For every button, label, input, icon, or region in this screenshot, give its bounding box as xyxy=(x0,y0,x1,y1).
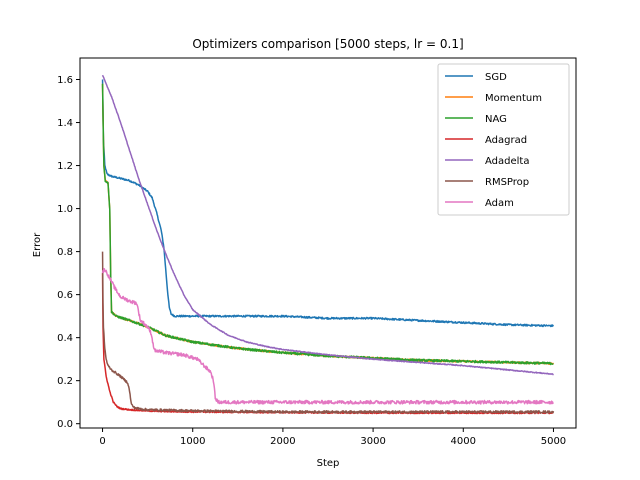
legend-label-adagrad: Adagrad xyxy=(485,135,527,146)
y-tick-label: 1.2 xyxy=(57,161,73,172)
x-tick-label: 4000 xyxy=(451,436,476,447)
y-tick-label: 1.0 xyxy=(57,204,73,215)
legend-label-adadelta: Adadelta xyxy=(485,156,529,167)
y-axis-ticks: 0.0 0.2 0.4 0.6 0.8 1.0 1.2 1.4 1.6 xyxy=(57,75,80,430)
legend-box xyxy=(437,63,570,216)
x-axis-label: Step xyxy=(317,458,340,469)
y-tick-label: 0.6 xyxy=(57,290,73,301)
legend-label-sgd: SGD xyxy=(485,72,507,83)
legend: SGD Momentum NAG Adagrad Adadelta RMSProp Adam xyxy=(437,63,570,216)
series-line-rmsprop xyxy=(101,251,555,414)
x-tick-label: 1000 xyxy=(180,436,205,447)
series-line-adadelta xyxy=(101,74,554,376)
x-tick-label: 2000 xyxy=(270,436,295,447)
series-lines xyxy=(101,74,555,415)
x-tick-label: 0 xyxy=(99,436,105,447)
y-tick-label: 0.8 xyxy=(57,247,73,258)
series-line-adam xyxy=(101,267,554,405)
y-tick-label: 0.0 xyxy=(57,419,73,430)
chart-title: Optimizers comparison [5000 steps, lr = … xyxy=(192,37,463,51)
series-line-sgd xyxy=(101,79,555,328)
y-axis-label: Error xyxy=(32,232,43,257)
legend-label-adam: Adam xyxy=(485,198,514,209)
x-axis-ticks: 0 1000 2000 3000 4000 5000 xyxy=(99,428,566,447)
legend-label-rmsprop: RMSProp xyxy=(485,177,529,188)
y-tick-label: 1.6 xyxy=(57,75,73,86)
series-line-nag xyxy=(101,83,554,366)
y-tick-label: 1.4 xyxy=(57,118,73,129)
legend-label-momentum: Momentum xyxy=(485,93,542,104)
y-tick-label: 0.4 xyxy=(57,333,73,344)
x-tick-label: 5000 xyxy=(541,436,566,447)
plot-frame xyxy=(79,57,577,429)
x-tick-label: 3000 xyxy=(360,436,385,447)
y-tick-label: 0.2 xyxy=(57,376,73,387)
legend-label-nag: NAG xyxy=(485,114,507,125)
